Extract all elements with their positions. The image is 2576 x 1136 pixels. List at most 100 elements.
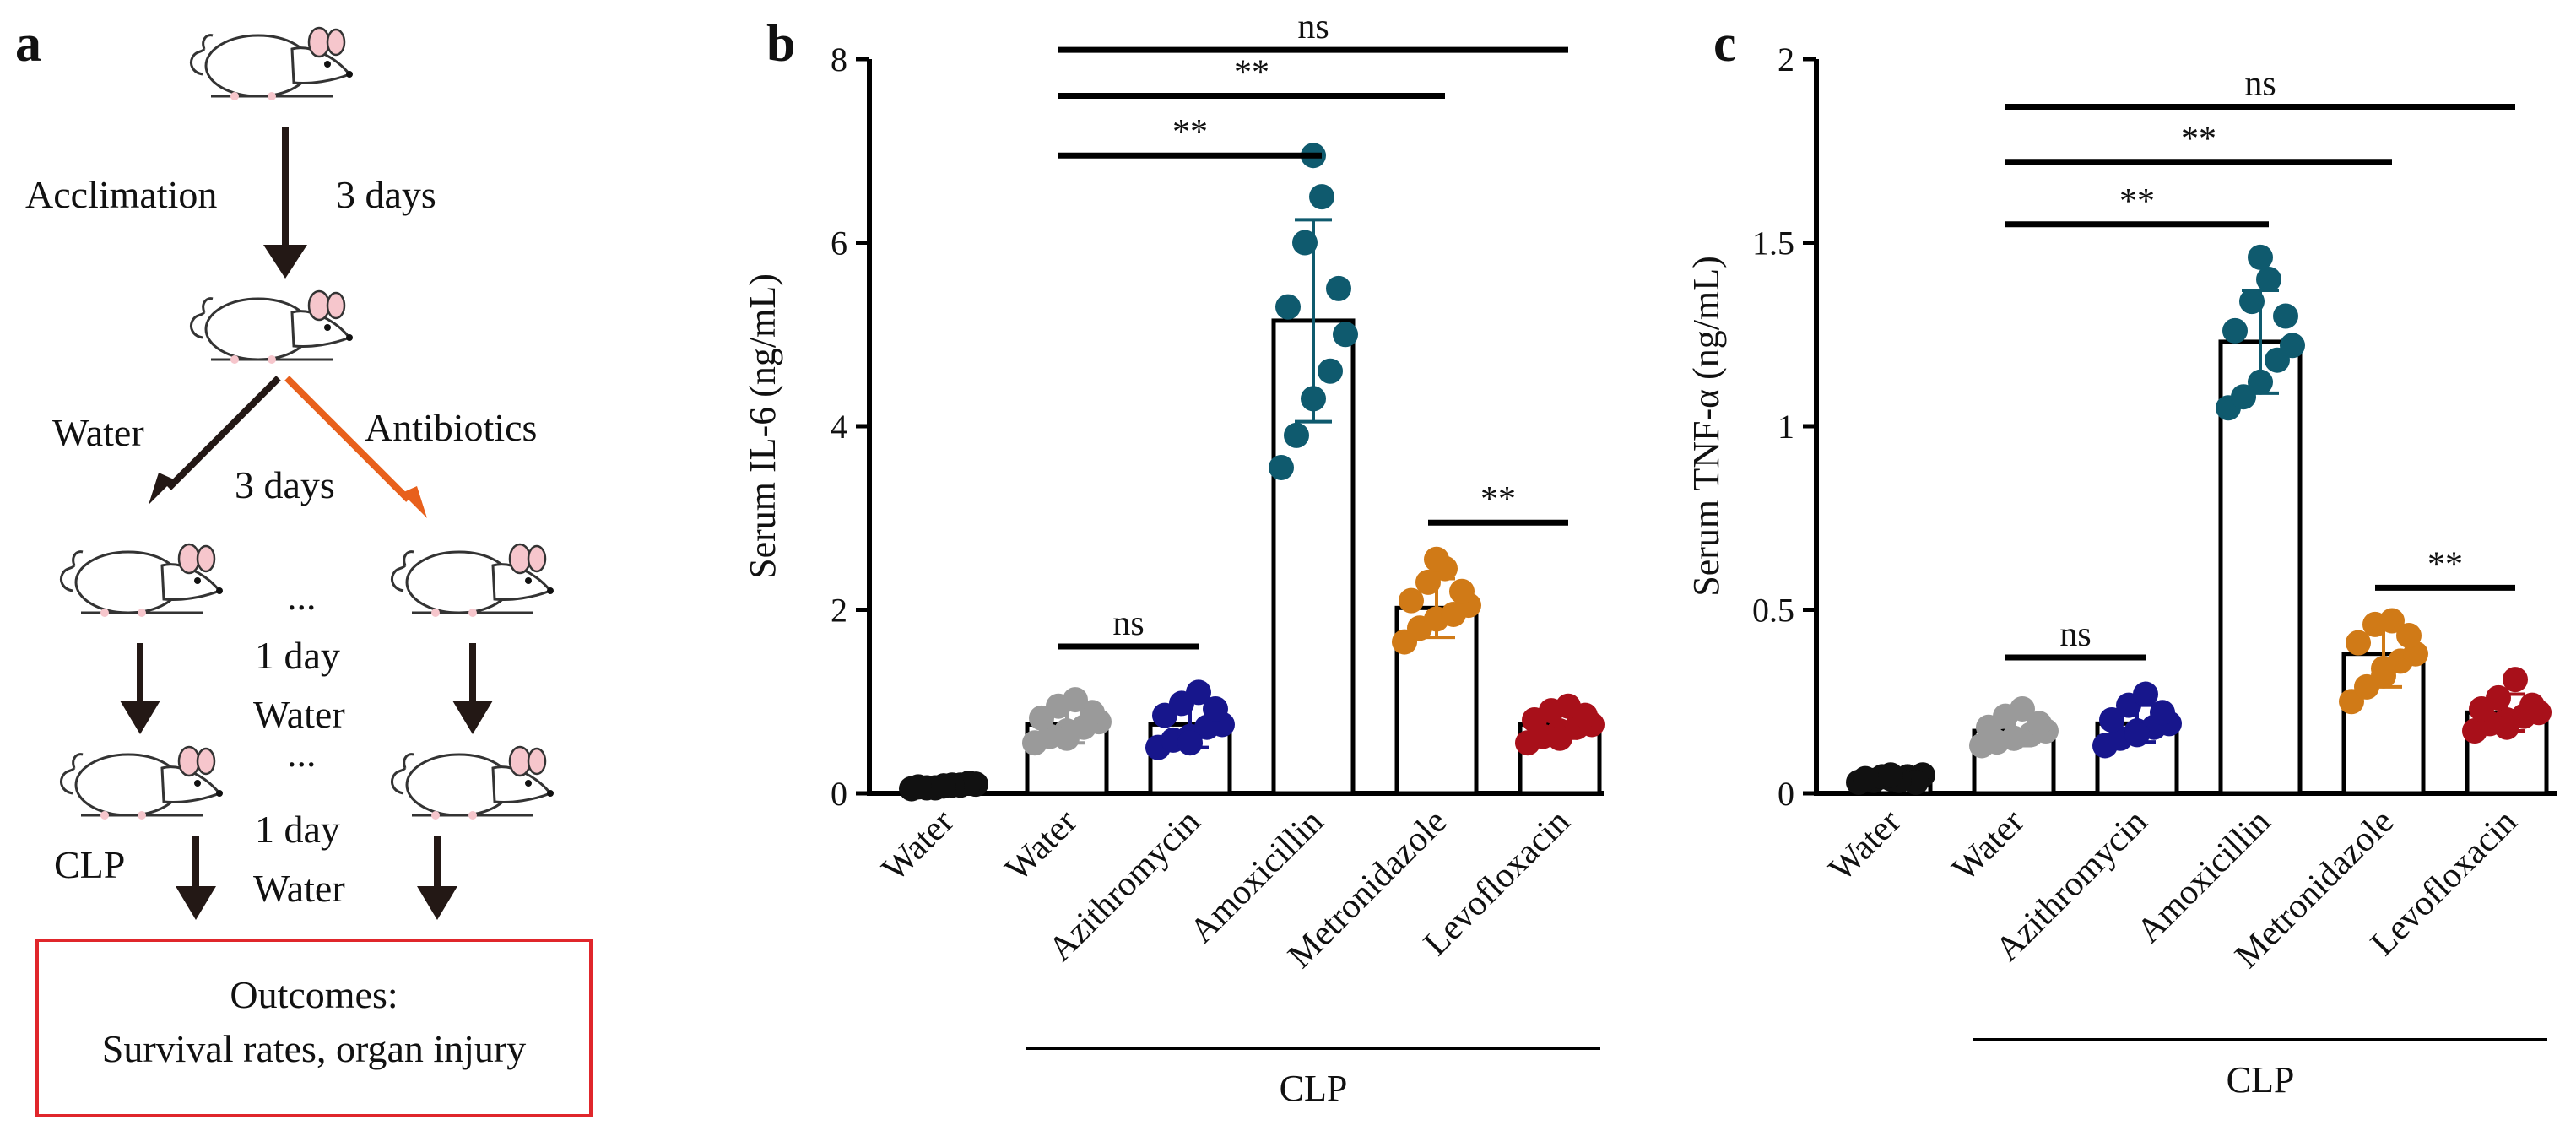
arrowhead-day-1-left (120, 701, 160, 734)
data-point (2273, 303, 2298, 329)
data-point (2248, 244, 2273, 270)
data-point (1309, 184, 1334, 210)
panel-a-letter: a (15, 15, 41, 73)
data-point (2248, 369, 2273, 395)
label-1-day-1: 1 day (255, 634, 340, 677)
y-tick-label: 0 (831, 775, 847, 813)
data-point (2099, 707, 2124, 733)
data-point (1177, 730, 1203, 756)
panel-c-tnf-chart: c 0 0.5 1 1.5 2 Serum TNF-α (ng/mL) Water Water… (1686, 15, 2557, 1101)
arrow-antibiotics (284, 376, 411, 502)
significance-label: ** (1480, 480, 1516, 519)
y-axis-title: Serum TNF-α (ng/mL) (1686, 256, 1727, 597)
data-point (1054, 725, 1080, 751)
y-axis-title: Serum IL-6 (ng/mL) (742, 273, 783, 579)
x-tick-label: Water (998, 803, 1085, 890)
arrowhead-antibiotics (402, 486, 427, 518)
y-tick-label: 2 (1778, 41, 1794, 78)
y-tick-label: 8 (831, 41, 847, 78)
data-point (1275, 294, 1301, 320)
data-point (2503, 667, 2528, 693)
arrowhead-water (149, 473, 174, 505)
label-antibiotics: Antibiotics (365, 406, 537, 449)
mouse-icon-start (190, 26, 354, 102)
ellipsis-2: ... (287, 732, 317, 775)
mouse-icon-water-group-2 (60, 745, 225, 821)
label-clp: CLP (54, 843, 125, 886)
data-point (2486, 684, 2511, 711)
data-point (2124, 722, 2150, 748)
data-point (2239, 289, 2265, 315)
data-point (1556, 693, 1581, 719)
outcomes-text: Survival rates, organ injury (102, 1027, 527, 1070)
data-point (1063, 687, 1088, 713)
data-point (2010, 695, 2035, 722)
y-tick-label: 4 (831, 408, 847, 446)
outcomes-box (35, 939, 593, 1117)
arrow-water (166, 376, 281, 490)
data-point (2371, 656, 2396, 682)
data-point (1326, 275, 1351, 301)
label-acclimation: Acclimation (25, 173, 217, 216)
data-point (1399, 587, 1424, 614)
significance-label: ** (1234, 54, 1269, 93)
panel-c-letter: c (1713, 15, 1737, 73)
significance-label: ns (2244, 65, 2276, 104)
y-tick-label: 1 (1778, 408, 1794, 446)
mouse-icon-middle (190, 289, 354, 365)
data-point (2396, 622, 2422, 648)
label-water-3: Water (253, 867, 345, 910)
significance-label: ** (2119, 182, 2155, 221)
arrowhead-clp-right (417, 886, 457, 920)
data-point (2346, 630, 2371, 656)
data-point (1203, 695, 1228, 722)
label-water: Water (52, 411, 144, 454)
label-3-days-1: 3 days (336, 173, 436, 216)
panel-a-workflow: a Acclimation 3 days Water Antibiotics 3… (15, 15, 593, 1117)
significance-label: ** (2181, 120, 2216, 159)
data-point (2133, 681, 2158, 707)
y-tick-label: 6 (831, 224, 847, 262)
data-point (1292, 230, 1318, 256)
ellipsis-1: ... (287, 575, 317, 618)
panel-b-letter: b (766, 15, 795, 73)
y-tick-label: 0 (1778, 775, 1794, 813)
data-point (1301, 386, 1326, 412)
data-point (1424, 546, 1449, 572)
label-water-2: Water (253, 693, 345, 736)
mouse-icon-water-group (60, 543, 225, 619)
arrowhead-acclimation (263, 245, 307, 279)
x-tick-label: Water (1821, 803, 1908, 890)
clp-group-label: CLP (1280, 1068, 1348, 1109)
data-point (1449, 578, 1475, 604)
significance-label: ns (1297, 8, 1329, 46)
outcomes-title: Outcomes: (230, 973, 398, 1016)
significance-label: ns (2059, 615, 2091, 654)
data-point (1186, 679, 1211, 706)
data-point (1318, 358, 1343, 384)
significance-label: ns (1112, 604, 1144, 643)
y-tick-label: 0.5 (1752, 592, 1794, 630)
significance-label: ** (1172, 113, 1208, 152)
data-point (1547, 725, 1572, 751)
data-point (2001, 725, 2027, 751)
data-point (1415, 569, 1441, 595)
label-3-days-2: 3 days (235, 463, 335, 506)
arrowhead-clp-left (176, 886, 216, 920)
data-point (931, 773, 956, 799)
x-tick-label: Water (874, 803, 961, 890)
data-point (1878, 762, 1903, 788)
clp-group-label: CLP (2227, 1059, 2295, 1101)
x-tick-label: Water (1945, 803, 2032, 890)
significance-label: ** (2427, 545, 2463, 584)
label-1-day-2: 1 day (255, 808, 340, 851)
data-point (1269, 454, 1294, 480)
data-point (2256, 267, 2281, 292)
data-point (1333, 322, 1358, 348)
mouse-icon-antibiotic-group-2 (391, 745, 555, 821)
y-tick-label: 1.5 (1752, 224, 1794, 262)
